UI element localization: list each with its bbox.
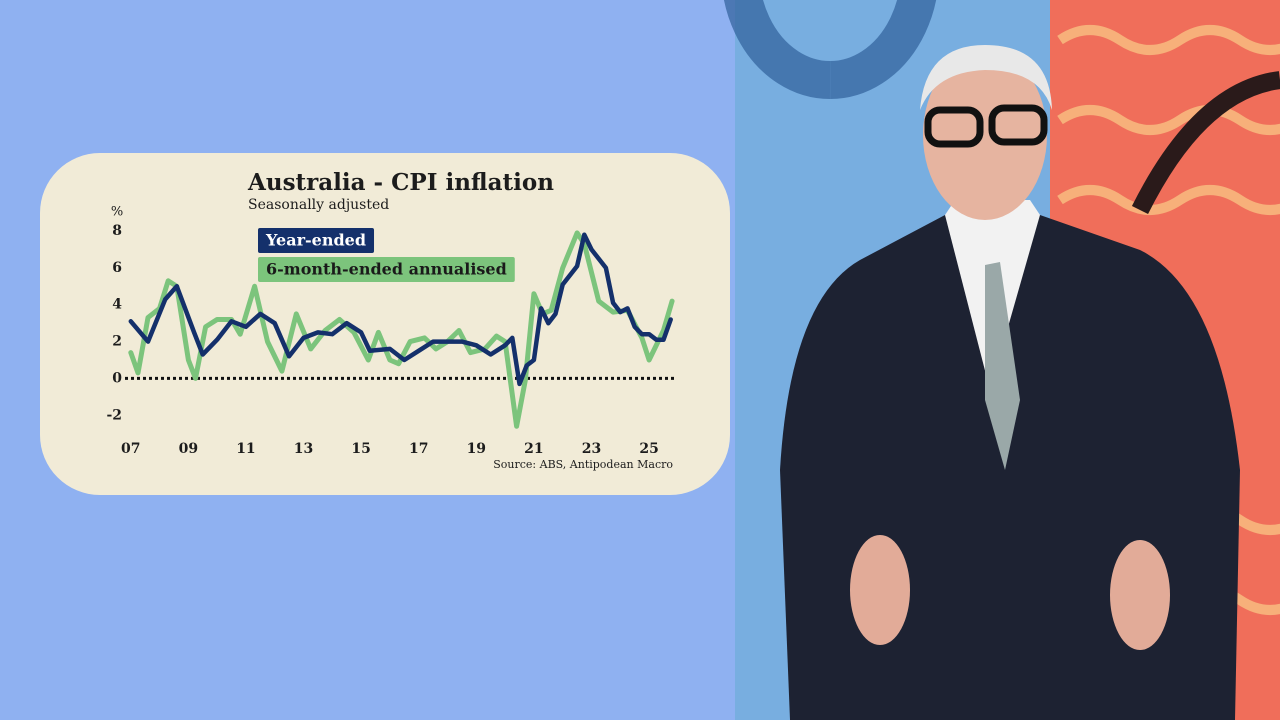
series-line (128, 232, 673, 387)
presenter-head (923, 50, 1047, 220)
x-tick-label: 09 (179, 441, 198, 457)
x-tick-label: 07 (121, 441, 140, 457)
legend-entry: Year-ended (258, 228, 375, 253)
x-tick-label: 17 (409, 441, 428, 457)
x-tick-label: 11 (236, 441, 255, 457)
y-tick-label: -2 (106, 407, 122, 423)
x-tick-label: 23 (582, 441, 601, 457)
y-tick-label: 4 (112, 297, 122, 313)
legend-label: 6-month-ended annualised (266, 260, 507, 279)
legend-box (258, 257, 515, 282)
banknote-pattern (724, 0, 937, 99)
y-tick-label: 6 (112, 260, 122, 276)
series-line (128, 230, 675, 429)
presenter-hand (1110, 540, 1170, 650)
y-tick-label: 0 (112, 370, 122, 386)
chart: Australia - CPI inflation Seasonally adj… (106, 169, 675, 471)
x-tick-label: 25 (639, 441, 658, 457)
presenter-hair (920, 45, 1052, 110)
banknote-waves (1057, 25, 1280, 615)
legend-label: Year-ended (265, 231, 366, 250)
legend-entry: 6-month-ended annualised (258, 257, 515, 282)
chart-panel (40, 153, 730, 495)
legend-box (258, 228, 375, 253)
x-tick-label: 21 (524, 441, 543, 457)
chart-subtitle: Seasonally adjusted (248, 197, 389, 213)
banknote-numeral (1131, 71, 1280, 215)
presenter-tie (985, 262, 1020, 470)
presenter-glasses (988, 104, 1048, 146)
chart-title: Australia - CPI inflation (247, 169, 554, 196)
presenter-hand (850, 535, 910, 645)
x-tick-label: 15 (351, 441, 370, 457)
y-tick-label: 8 (112, 223, 122, 239)
source-note: Source: ABS, Antipodean Macro (493, 458, 673, 471)
y-axis-label: % (111, 205, 123, 220)
presenter-glasses (924, 106, 984, 148)
y-tick-label: 2 (112, 334, 122, 350)
x-tick-label: 19 (467, 441, 486, 457)
x-tick-label: 13 (294, 441, 313, 457)
